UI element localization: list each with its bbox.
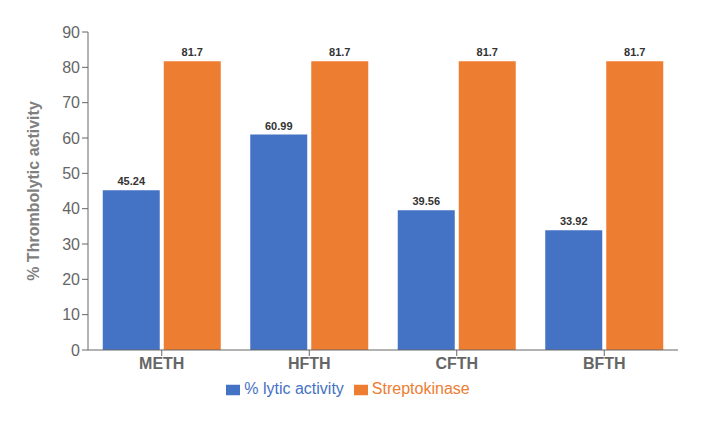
svg-text:% Thrombolytic activity: % Thrombolytic activity [25, 101, 42, 281]
html-text:Streptokinase: Streptokinase [371, 380, 470, 397]
svg-text:81.7: 81.7 [624, 46, 645, 58]
svg-text:CFTH: CFTH [435, 355, 478, 372]
svg-text:81.7: 81.7 [182, 46, 203, 58]
svg-text:40: 40 [62, 200, 80, 217]
svg-text:10: 10 [62, 306, 80, 323]
svg-text:90: 90 [62, 24, 80, 41]
svg-text:81.7: 81.7 [477, 46, 498, 58]
svg-text:METH: METH [139, 355, 184, 372]
svg-text:20: 20 [62, 271, 80, 288]
svg-text:30: 30 [62, 236, 80, 253]
svg-text:BFTH: BFTH [583, 355, 626, 372]
svg-text:81.7: 81.7 [329, 46, 350, 58]
svg-text:70: 70 [62, 94, 80, 111]
svg-text:60: 60 [62, 130, 80, 147]
svg-text:0: 0 [71, 342, 80, 359]
svg-text:45.24: 45.24 [117, 175, 145, 187]
svg-text:33.92: 33.92 [560, 215, 588, 227]
svg-text:80: 80 [62, 59, 80, 76]
html-text:% lytic activity: % lytic activity [244, 380, 344, 397]
svg-text:HFTH: HFTH [288, 355, 331, 372]
svg-text:39.56: 39.56 [412, 195, 440, 207]
svg-text:60.99: 60.99 [265, 120, 293, 132]
svg-text:50: 50 [62, 165, 80, 182]
